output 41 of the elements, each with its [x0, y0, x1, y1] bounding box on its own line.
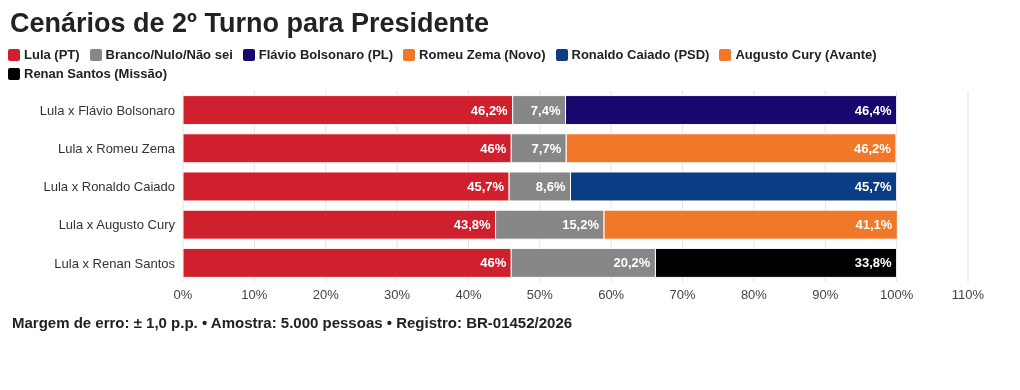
- data-label: 46,2%: [470, 102, 509, 118]
- data-label: 46,4%: [854, 102, 893, 118]
- legend-label: Augusto Cury (Avante): [735, 47, 877, 62]
- data-label: 45,7%: [467, 179, 505, 195]
- y-tick-label: Lula x Ronaldo Caiado: [43, 179, 175, 195]
- text: Margem de erro: ± 1,0 p.p. • Amostra: 5.000 pessoas • Registro: BR-01452/2026: [12, 314, 574, 331]
- data-label: 45,7%: [854, 179, 893, 195]
- x-tick-label: 60%: [598, 287, 625, 303]
- legend-label: Lula (PT): [24, 47, 80, 62]
- y-tick-label: Lula x Romeu Zema: [57, 140, 176, 156]
- data-label: 33,8%: [854, 255, 893, 271]
- x-tick-label: 80%: [740, 287, 768, 303]
- data-label: 46,2%: [854, 140, 892, 156]
- data-label: 7,7%: [531, 140, 562, 156]
- x-tick-label: 20%: [312, 287, 340, 303]
- x-tick-label: 0%: [173, 287, 193, 303]
- legend-label: Ronaldo Caiado (PSD): [571, 47, 710, 62]
- legend-label: Romeu Zema (Novo): [419, 47, 546, 62]
- data-label: 15,2%: [562, 217, 600, 233]
- data-label: 46%: [480, 255, 507, 271]
- data-label: 41,1%: [855, 217, 893, 233]
- legend-label: Branco/Nulo/Não sei: [105, 47, 233, 62]
- data-label: 20,2%: [613, 255, 651, 271]
- y-tick-label: Lula x Flávio Bolsonaro: [39, 102, 175, 118]
- y-tick-label: Lula x Renan Santos: [54, 255, 176, 271]
- data-label: 7,4%: [530, 102, 561, 118]
- x-tick-label: 50%: [526, 287, 554, 303]
- x-tick-label: 10%: [241, 287, 268, 303]
- x-tick-label: 110%: [951, 287, 985, 303]
- x-tick-label: 70%: [669, 287, 696, 303]
- legend-label: Flávio Bolsonaro (PL): [258, 47, 394, 62]
- x-tick-label: 40%: [455, 287, 482, 303]
- data-label: 43,8%: [453, 217, 491, 233]
- legend-label: Renan Santos (Missão): [24, 66, 168, 81]
- y-tick-label: Lula x Augusto Cury: [58, 217, 176, 233]
- data-label: 46%: [480, 140, 507, 156]
- data-label: 8,6%: [535, 179, 566, 195]
- x-tick-label: 100%: [880, 287, 914, 303]
- x-tick-label: 90%: [812, 287, 839, 303]
- x-tick-label: 30%: [384, 287, 411, 303]
- chart-title: Cenários de 2º Turno para Presidente: [10, 8, 490, 39]
